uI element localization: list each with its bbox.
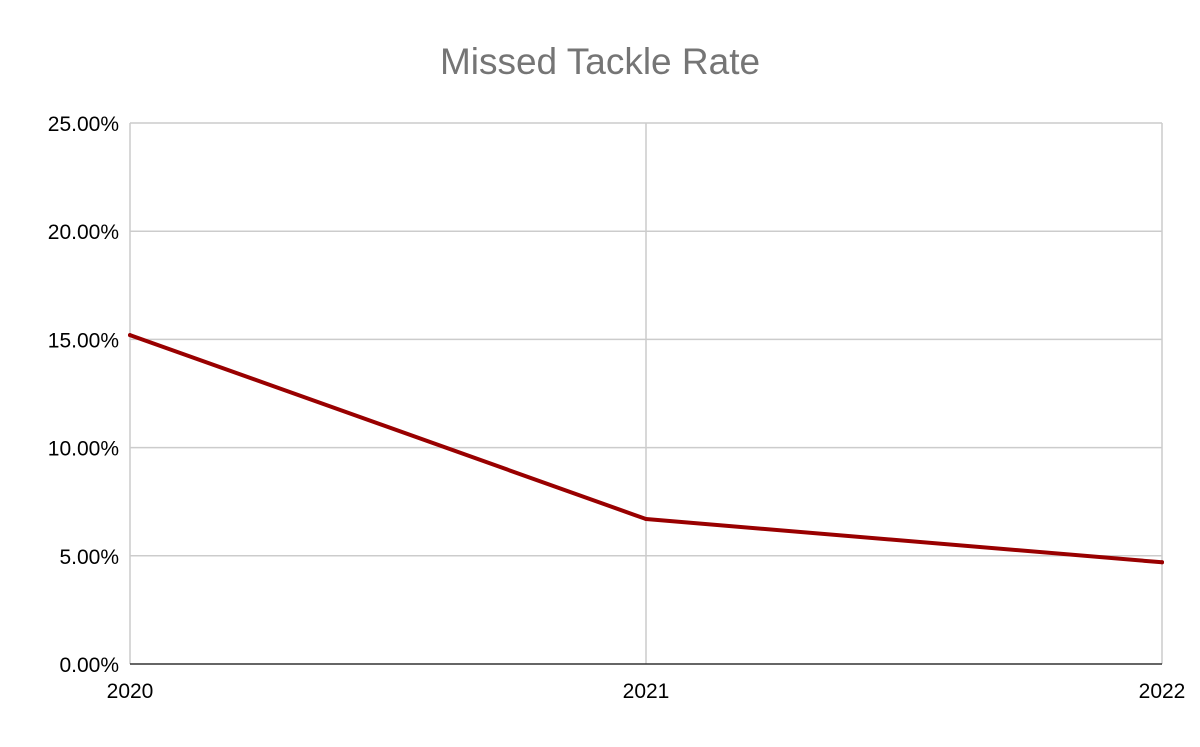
series-layer [128,333,1164,565]
y-tick-label: 15.00% [48,329,119,352]
y-tick-label: 5.00% [59,546,119,569]
y-tick-label: 20.00% [48,221,119,244]
x-tick-label: 2022 [1139,680,1186,703]
tick-labels: 0.00% 5.00% 10.00% 15.00% 20.00% 25.00% 2020 20… [48,113,1186,703]
gridlines [129,122,1163,664]
data-point [128,333,132,338]
x-tick-label: 2020 [107,680,154,703]
x-tick-label: 2021 [623,680,670,703]
y-tick-label: 10.00% [48,438,119,461]
y-tick-label: 0.00% [59,654,119,677]
data-point [1160,560,1164,565]
data-point [644,517,648,522]
y-tick-label: 25.00% [48,113,119,136]
chart-title: Missed Tackle Rate [440,41,760,82]
